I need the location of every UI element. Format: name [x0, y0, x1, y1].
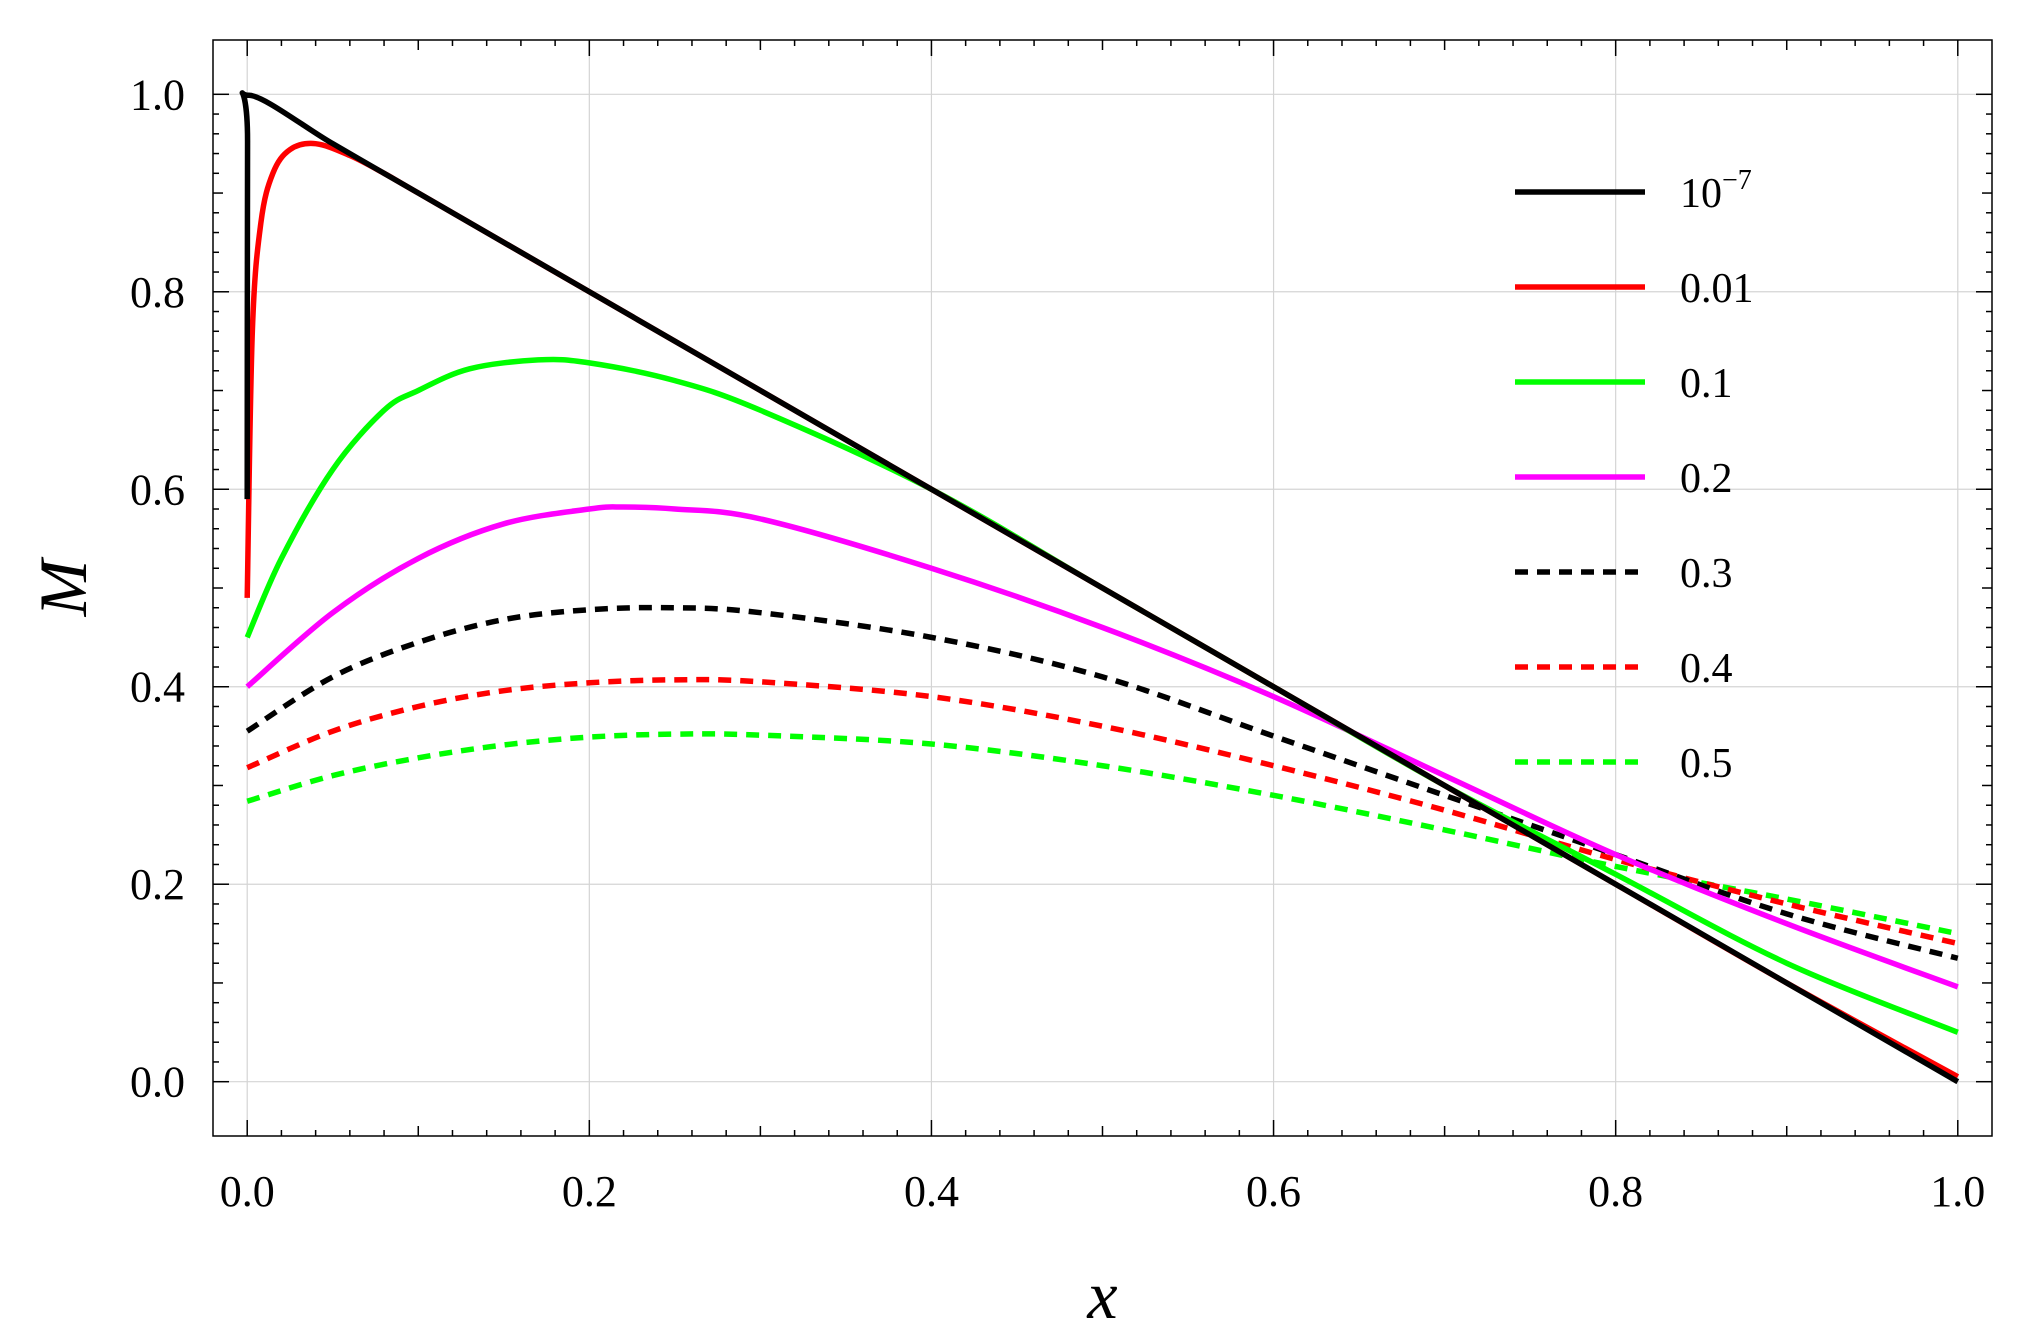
- x-tick-label: 0.8: [1588, 1167, 1643, 1216]
- tick-labels: 0.0 0.2 0.4 0.6 0.8 1.0 0.0 0.2 0.4 0.6 0.8 1.0: [130, 70, 1985, 1216]
- y-tick-label: 0.6: [130, 465, 185, 514]
- series-line-0_2: [245, 504, 1959, 990]
- y-tick-label: 0.0: [130, 1058, 185, 1107]
- series-line-0_4: [246, 676, 1959, 947]
- legend-label: 0.4: [1680, 646, 1733, 692]
- series-line-10: [239, 90, 1960, 1085]
- legend-label: 0.5: [1680, 741, 1733, 787]
- axis-ticks: [213, 40, 1992, 1136]
- x-tick-label: 0.4: [904, 1167, 959, 1216]
- y-axis-title: M: [25, 556, 101, 617]
- x-tick-label: 1.0: [1930, 1167, 1985, 1216]
- grid-lines: [213, 40, 1992, 1136]
- y-tick-label: 0.8: [130, 268, 185, 317]
- series-line-0_5: [246, 731, 1959, 937]
- x-axis-title: x: [1086, 1257, 1117, 1333]
- series-layer: [239, 90, 1960, 1085]
- legend-label: 10−7: [1680, 165, 1752, 217]
- legend-label: 0.2: [1680, 456, 1733, 502]
- legend-label-superscript: −7: [1722, 165, 1752, 196]
- x-tick-label: 0.6: [1246, 1167, 1301, 1216]
- x-tick-label: 0.2: [562, 1167, 617, 1216]
- series-line-0_1: [244, 356, 1959, 1035]
- y-tick-label: 0.4: [130, 663, 185, 712]
- x-tick-label: 0.0: [220, 1167, 275, 1216]
- y-tick-label: 1.0: [130, 70, 185, 119]
- legend-label: 0.1: [1680, 361, 1733, 407]
- y-tick-label: 0.2: [130, 860, 185, 909]
- legend: 10−7 0.01 0.1 0.2 0.3 0.4 0.5: [1515, 165, 1754, 787]
- legend-label: 0.01: [1680, 266, 1754, 312]
- legend-label: 0.3: [1680, 551, 1733, 597]
